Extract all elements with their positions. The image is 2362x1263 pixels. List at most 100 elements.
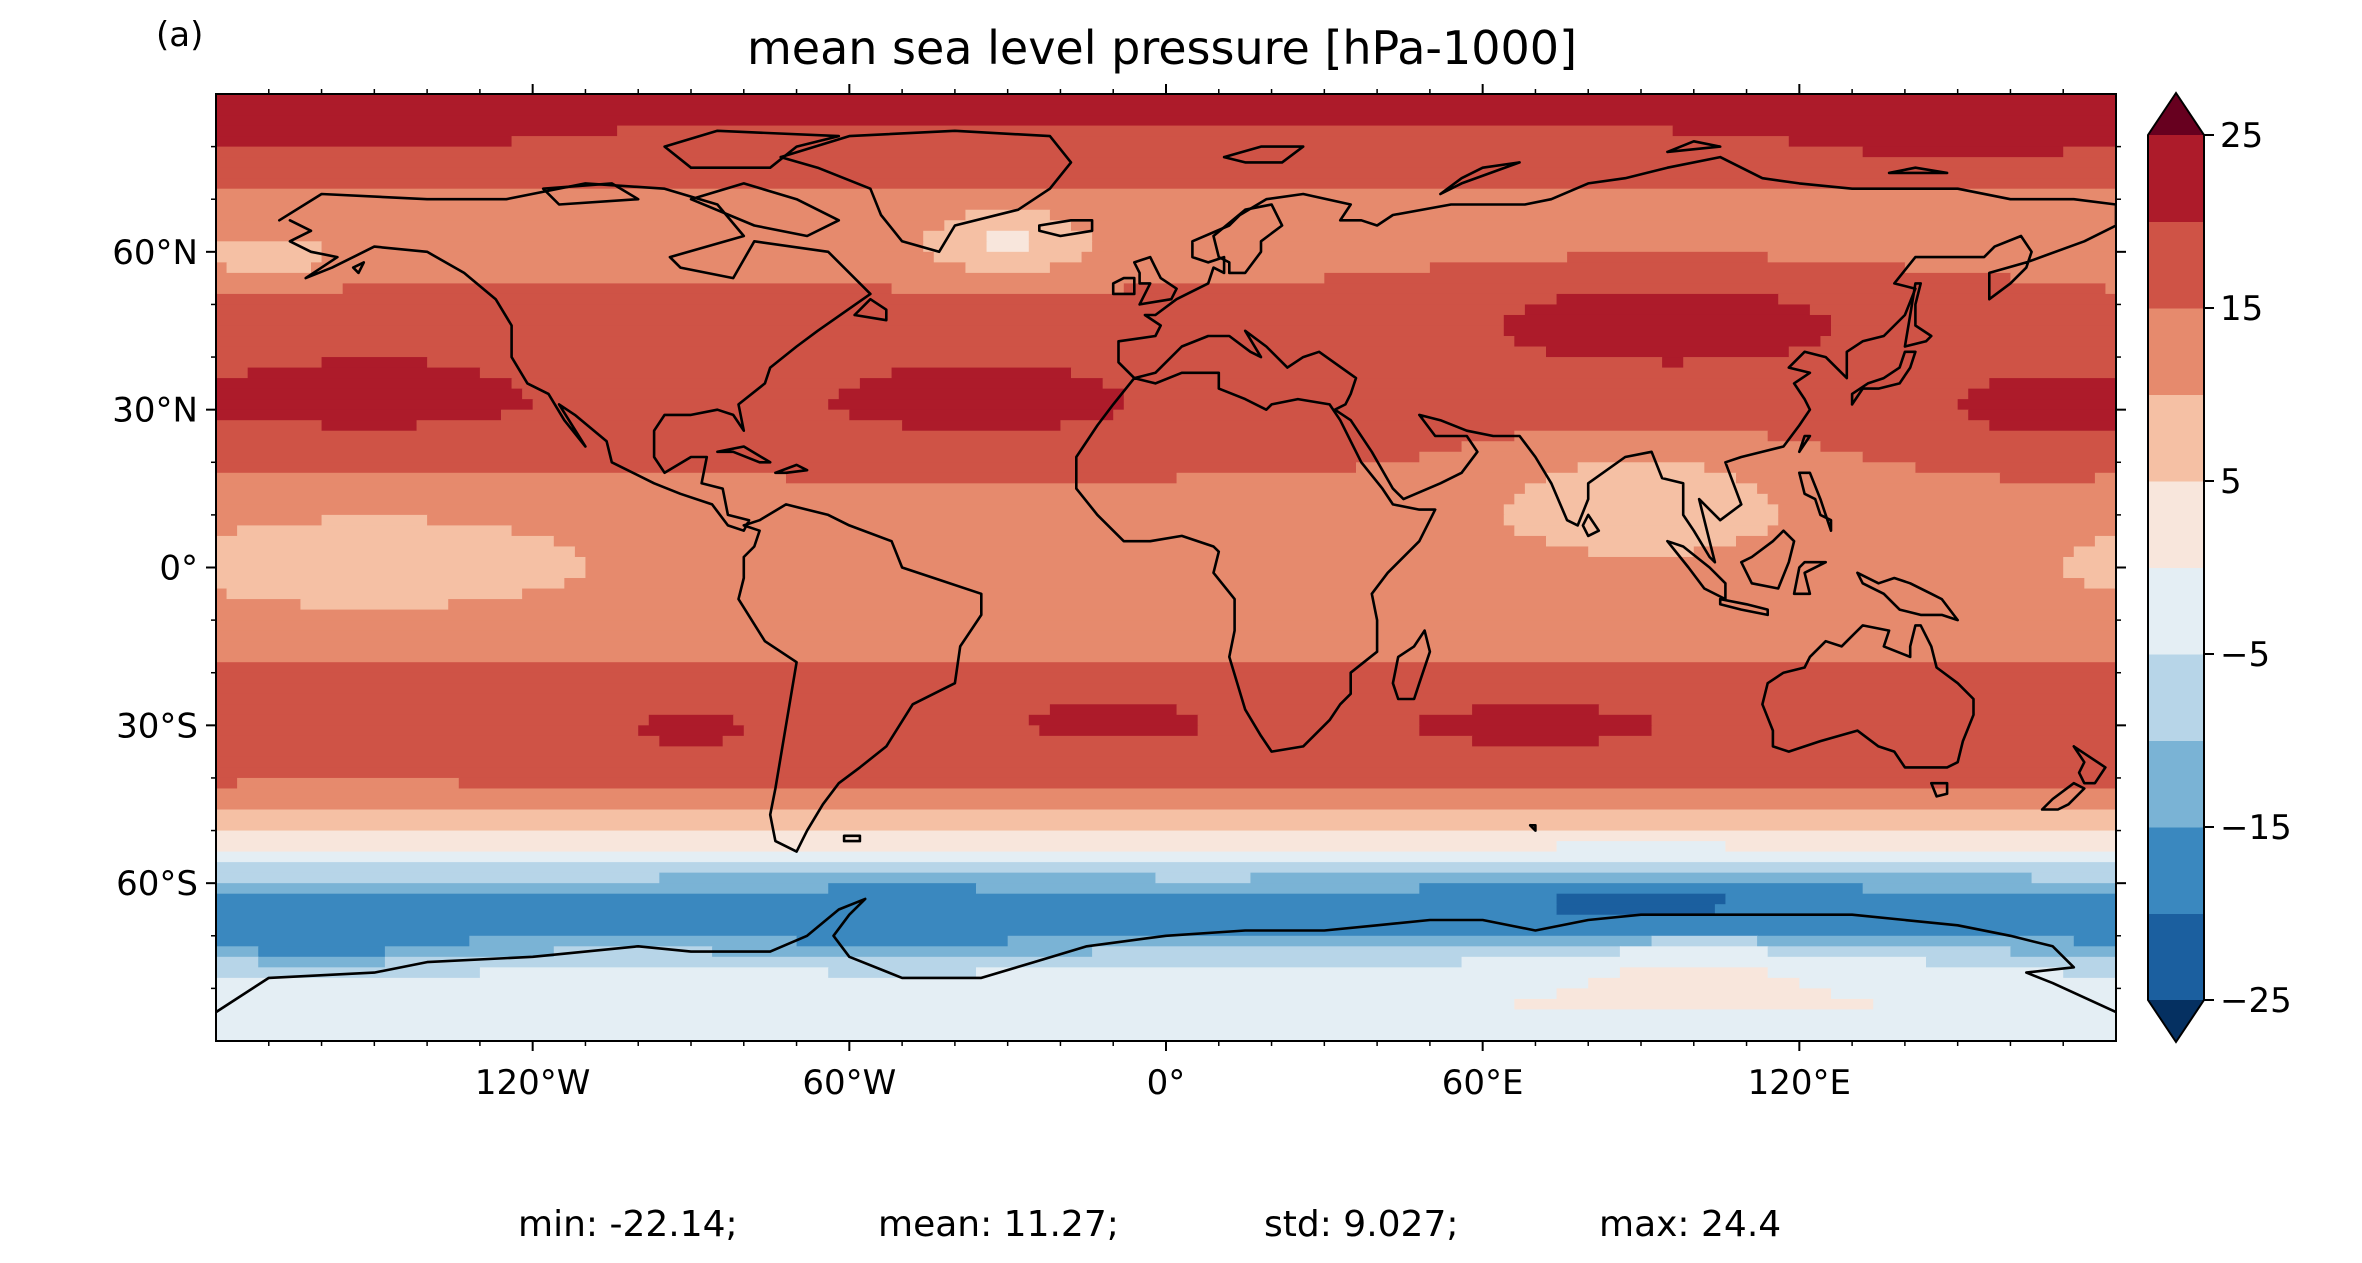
field-cell (258, 946, 386, 958)
field-cell (226, 588, 523, 600)
lat-tick-label: 60°S (116, 864, 198, 904)
field-cell (216, 409, 502, 421)
field-cell (2063, 967, 2116, 979)
field-cell (2073, 546, 2116, 558)
field-cell (1567, 251, 1769, 264)
field-cell (216, 525, 238, 537)
field-cell (1736, 472, 2001, 485)
lon-tick-label: 120°W (475, 1063, 591, 1103)
field-cell (342, 283, 893, 295)
coastline-eurasia (1117, 155, 2116, 564)
field-cell (384, 946, 555, 958)
coastline-borneo (1740, 529, 1796, 590)
field-cell (976, 967, 1621, 979)
field-cell (311, 262, 967, 274)
field-cell (1556, 988, 1832, 1000)
field-cell (216, 599, 302, 611)
field-cell (1071, 220, 2116, 232)
field-cell (986, 230, 1030, 243)
field-cell (216, 609, 2116, 621)
field-cell (1176, 704, 1473, 716)
field-cell (479, 367, 893, 379)
field-cell (1989, 378, 2116, 390)
colorbar-segment (2148, 394, 2204, 482)
field-cell (216, 104, 2116, 116)
field-cell (216, 125, 618, 137)
field-cell (712, 946, 1093, 958)
field-cell (216, 662, 2116, 674)
field-cell (1873, 998, 2116, 1011)
coastline-sumatra (1666, 539, 1727, 601)
field-cell (1704, 462, 1917, 474)
coastline-north-america (277, 182, 872, 533)
coastline-philippines (1798, 471, 1833, 533)
field-cell (923, 230, 988, 243)
coastline-kerguelen (1528, 823, 1537, 832)
field-cell (1989, 420, 2116, 432)
colorbar-tick-label: −25 (2220, 981, 2292, 1021)
field-cell (216, 567, 587, 579)
field-cell (1155, 872, 1252, 884)
field-cell (1514, 430, 1769, 443)
field-cell (216, 272, 1326, 285)
lat-tick-label: 30°S (116, 706, 198, 746)
field-cell (1250, 872, 2033, 884)
field-cell (1588, 546, 1695, 558)
stats-line: min: -22.14; mean: 11.27; std: 9.027; ma… (518, 1204, 1781, 1245)
field-cell (216, 904, 1558, 916)
field-cell (216, 872, 661, 884)
field-cell (2010, 272, 2116, 285)
field-cell (659, 872, 1157, 884)
coastline-australia (1761, 624, 1975, 769)
field-cell (321, 357, 428, 369)
field-cell (216, 146, 1864, 158)
map-axes: 60°N 30°N 0° 30°S 60°S 120°W 60°W 0° 60°E 120°E (112, 84, 2126, 1103)
coastline-java (1718, 597, 1769, 617)
colorbar-segment (2148, 221, 2204, 309)
field-cell (585, 556, 2065, 569)
field-cell (1049, 262, 1431, 274)
field-cell (1546, 472, 1737, 485)
field-cell (1831, 988, 2116, 1000)
field-cell (1757, 483, 2116, 495)
field-cell (237, 525, 513, 537)
field-cell (1778, 514, 2116, 527)
field-cell (1788, 136, 2116, 148)
field-cell (216, 209, 967, 222)
field-cell (1767, 525, 2116, 537)
field-cell (216, 262, 228, 274)
field-cell (216, 956, 260, 969)
field-cell (1197, 714, 1421, 727)
field-cell (216, 578, 566, 590)
coastline-victoria-island (541, 182, 640, 206)
field-cell (1672, 125, 2116, 137)
field-cell (216, 630, 2116, 642)
coastline-sakhalin-hokkaido (1903, 282, 1933, 348)
lat-tick-label: 0° (159, 549, 198, 589)
field-cell (1472, 704, 1600, 716)
field-cell (216, 893, 1558, 906)
colorbar-segment (2148, 135, 2204, 222)
field-cell (1915, 462, 2116, 474)
field-cell (216, 293, 1558, 306)
field-cell (1356, 462, 1579, 474)
field-cell (1809, 304, 2116, 316)
field-cell (1725, 893, 2116, 906)
colorbar-segment (2148, 740, 2204, 828)
field-cell (965, 209, 1051, 222)
field-cell (1049, 704, 1178, 716)
field-cell (216, 483, 1526, 495)
field-cell (965, 262, 1051, 274)
field-cell (2094, 472, 2116, 485)
field-cell (1831, 314, 2116, 327)
field-cell (216, 441, 1463, 453)
field-cell (553, 946, 713, 958)
field-cell (553, 535, 1547, 548)
field-cell (216, 704, 1051, 716)
field-cell (1862, 451, 2116, 464)
field-cell (1788, 346, 2116, 358)
field-cell (1651, 725, 2116, 737)
coastline-antarctica (216, 897, 2116, 1014)
coastline-ellesmere-island (663, 129, 841, 169)
field-cell (1662, 357, 1685, 369)
